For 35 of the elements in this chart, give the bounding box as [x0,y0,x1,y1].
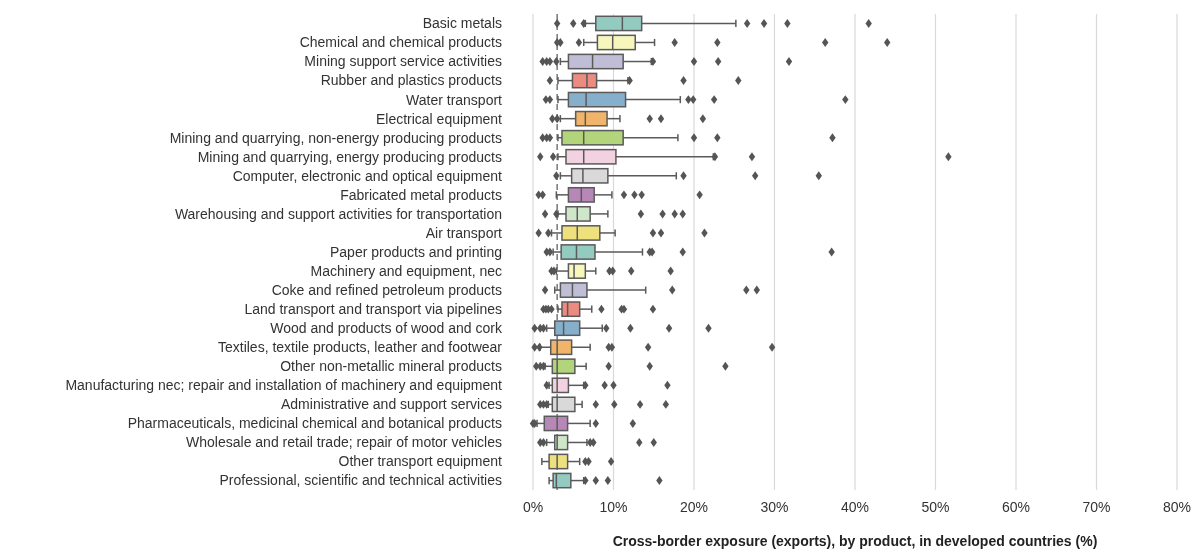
y-tick-label: Other non-metallic mineral products [280,358,502,375]
x-tick-label: 10% [599,499,628,515]
y-tick-label: Mining and quarrying, energy producing products [197,148,502,165]
x-tick-label: 70% [1082,499,1111,515]
y-tick-label: Electrical equipment [375,110,503,127]
x-tick-label: 50% [921,499,950,515]
y-tick-label: Wholesale and retail trade; repair of motor vehicles [186,434,502,451]
y-tick-label: Professional, scientific and technical activities [219,472,502,489]
y-tick-label: Chemical and chemical products [299,34,502,51]
x-tick-label: 60% [1001,499,1031,515]
y-tick-label: Machinery and equipment, nec [310,262,502,279]
y-tick-label: Air transport [425,224,503,241]
y-tick-label: Coke and refined petroleum products [271,282,502,298]
y-tick-label: Basic metals [422,15,502,32]
y-tick-label: Land transport and transport via pipelines [244,301,502,318]
y-tick-label: Textiles, textile products, leather and footwear [217,339,503,356]
y-tick-label: Manufacturing nec; repair and installation of machinery and equipment [65,377,503,394]
y-tick-label: Pharmaceuticals, medicinal chemical and botanical products [127,415,502,432]
x-tick-label: 40% [840,499,870,515]
y-tick-label: Administrative and support services [281,396,502,413]
y-tick-label: Mining support service activities [304,53,502,70]
x-tick-label: 20% [679,499,709,515]
y-tick-label: Fabricated metal products [340,186,502,203]
y-tick-label: Rubber and plastics products [320,72,502,89]
x-axis-title: Cross-border exposure (exports), by product, in developed countries (%) [612,533,1098,549]
y-tick-label: Other transport equipment [338,453,503,470]
x-tick-label: 0% [522,499,544,515]
y-tick-label: Computer, electronic and optical equipment [232,167,503,184]
y-tick-label: Paper products and printing [330,243,502,260]
y-tick-label: Wood and products of wood and cork [270,320,503,337]
x-tick-label: 80% [1162,499,1192,515]
x-tick-label: 30% [760,499,789,515]
y-tick-label: Mining and quarrying, non-energy producing products [169,129,502,146]
y-tick-label: Water transport [406,91,503,108]
y-tick-label: Warehousing and support activities for transportation [174,205,502,222]
